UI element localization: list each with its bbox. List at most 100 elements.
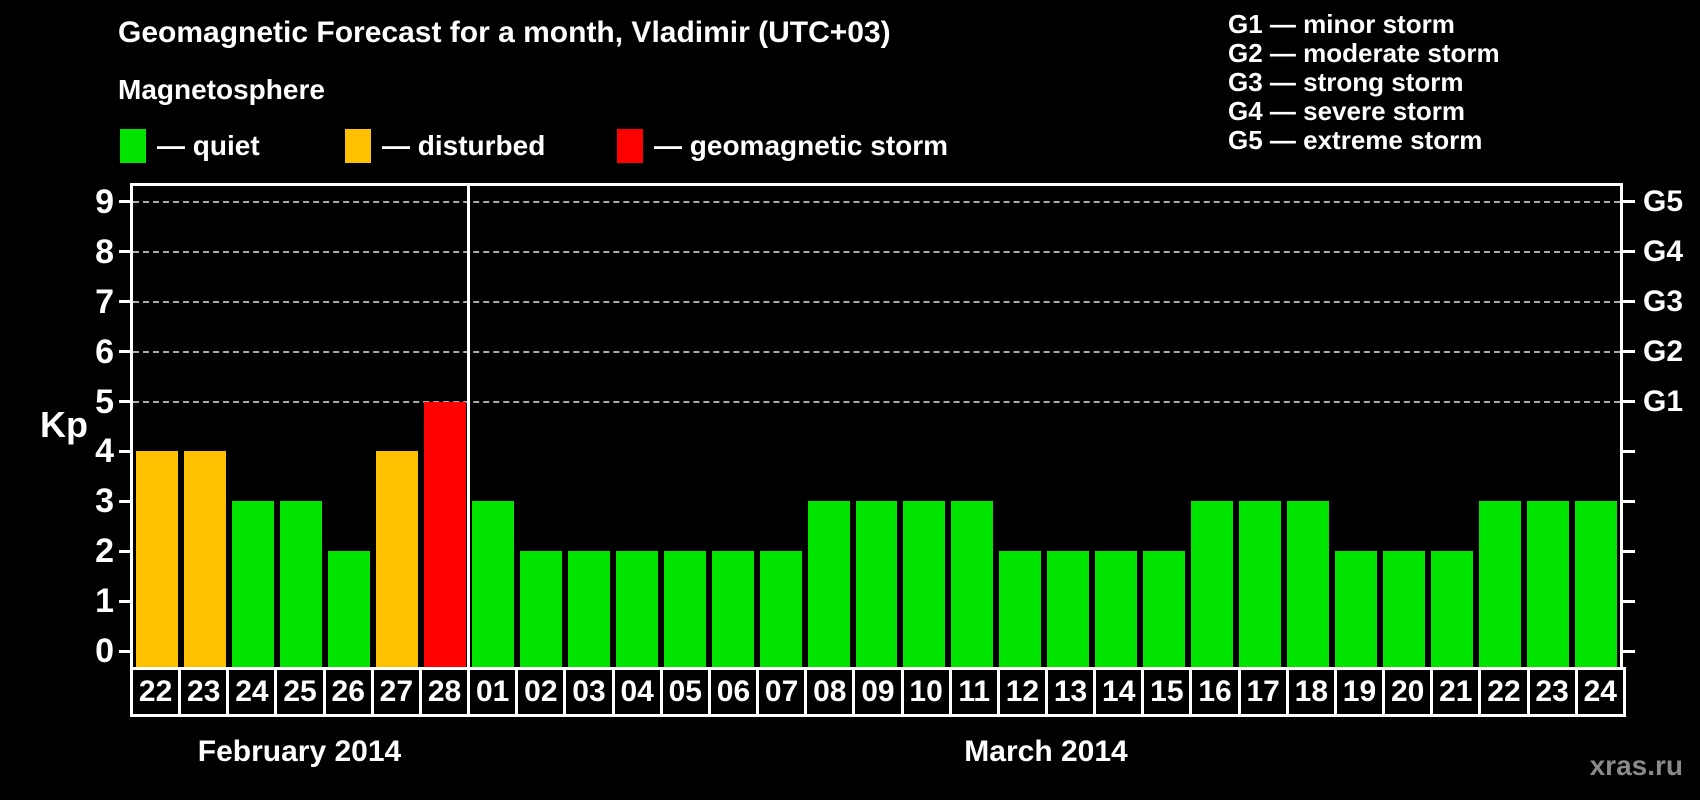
day-box-02: 02 xyxy=(518,670,567,714)
left-axis-tick-1 xyxy=(119,599,130,603)
day-box-10: 10 xyxy=(904,670,952,714)
kp-bar-26 xyxy=(327,551,370,667)
day-box-04: 04 xyxy=(615,670,663,714)
day-box-07: 07 xyxy=(759,670,808,714)
day-box-25: 25 xyxy=(277,670,326,714)
left-axis-tick-2 xyxy=(119,549,130,553)
day-box-28: 28 xyxy=(422,670,471,714)
kp-bar-08 xyxy=(807,501,850,667)
kp-bar-22 xyxy=(1479,501,1522,667)
day-box-26: 26 xyxy=(326,670,374,714)
month-label-march: March 2014 xyxy=(964,735,1128,768)
day-box-16: 16 xyxy=(1192,670,1241,714)
left-axis-tick-7 xyxy=(119,300,130,304)
right-axis-tick-7 xyxy=(1623,300,1635,304)
right-axis-tick-3 xyxy=(1623,499,1635,503)
legend-item-storm: — geomagnetic storm xyxy=(617,126,948,166)
day-box-06: 06 xyxy=(711,670,760,714)
disturbed-color-swatch-icon xyxy=(345,129,371,163)
day-box-08: 08 xyxy=(807,670,856,714)
legend-label-quiet: — quiet xyxy=(157,130,260,161)
gridline-kp8 xyxy=(133,250,1620,253)
left-axis-tick-3 xyxy=(119,499,130,503)
month-separator-line xyxy=(467,186,471,667)
kp-bar-11 xyxy=(951,501,994,667)
legend-item-disturbed: — disturbed xyxy=(345,126,545,166)
right-axis-tick-9 xyxy=(1623,200,1635,204)
right-axis-tick-4 xyxy=(1623,449,1635,453)
kp-bar-25 xyxy=(279,501,322,667)
right-axis-tick-2 xyxy=(1623,549,1635,553)
g-scale-legend: G1 — minor storm G2 — moderate storm G3 … xyxy=(1228,10,1500,155)
kp-bar-21 xyxy=(1431,551,1474,667)
left-axis-label-9: 9 xyxy=(95,182,114,221)
g-scale-legend-line: G1 — minor storm xyxy=(1228,9,1455,39)
kp-bar-05 xyxy=(663,551,706,667)
kp-bar-24 xyxy=(1575,501,1617,667)
kp-bar-14 xyxy=(1095,551,1138,667)
kp-bar-15 xyxy=(1143,551,1186,667)
left-axis-label-3: 3 xyxy=(95,482,114,521)
kp-bar-04 xyxy=(615,551,658,667)
kp-bar-22 xyxy=(136,451,178,667)
kp-bar-28 xyxy=(423,401,466,667)
kp-bar-20 xyxy=(1383,551,1426,667)
day-box-23: 23 xyxy=(1530,670,1578,714)
kp-bar-01 xyxy=(471,501,514,667)
day-box-22: 22 xyxy=(133,670,182,714)
kp-bar-06 xyxy=(711,551,754,667)
left-axis-tick-0 xyxy=(119,649,130,653)
kp-bar-13 xyxy=(1047,551,1090,667)
day-box-12: 12 xyxy=(1000,670,1048,714)
kp-bar-16 xyxy=(1191,501,1234,667)
plot-area xyxy=(130,183,1623,667)
day-box-09: 09 xyxy=(855,670,904,714)
kp-bar-19 xyxy=(1335,551,1378,667)
kp-bar-18 xyxy=(1287,501,1330,667)
kp-bar-12 xyxy=(999,551,1042,667)
left-axis-label-7: 7 xyxy=(95,282,114,321)
kp-bar-02 xyxy=(519,551,562,667)
kp-bar-10 xyxy=(903,501,946,667)
left-axis-tick-8 xyxy=(119,250,130,254)
day-box-13: 13 xyxy=(1048,670,1097,714)
quiet-color-swatch-icon xyxy=(120,129,146,163)
left-axis-label-8: 8 xyxy=(95,232,114,271)
gridline-kp7 xyxy=(133,300,1620,303)
month-label-february: February 2014 xyxy=(197,735,402,768)
kp-bar-17 xyxy=(1239,501,1282,667)
left-axis-label-1: 1 xyxy=(95,582,114,621)
right-axis-label-G3: G3 xyxy=(1643,284,1684,318)
gridline-kp5 xyxy=(133,400,1620,403)
day-box-23: 23 xyxy=(181,670,230,714)
right-axis-tick-5 xyxy=(1623,400,1635,403)
g-scale-legend-line: G5 — extreme storm xyxy=(1228,125,1483,155)
day-box-14: 14 xyxy=(1096,670,1145,714)
left-axis-tick-4 xyxy=(119,449,130,453)
day-box-05: 05 xyxy=(663,670,711,714)
g-scale-legend-line: G4 — severe storm xyxy=(1228,96,1466,126)
left-axis-tick-6 xyxy=(119,350,130,354)
left-axis-label-4: 4 xyxy=(95,432,114,471)
kp-bar-07 xyxy=(759,551,802,667)
day-box-15: 15 xyxy=(1144,670,1193,714)
legend-label-storm: — geomagnetic storm xyxy=(654,130,949,161)
legend-label-disturbed: — disturbed xyxy=(382,130,546,161)
left-axis-label-5: 5 xyxy=(95,382,114,421)
right-axis-label-G1: G1 xyxy=(1643,384,1684,418)
chart-title: Geomagnetic Forecast for a month, Vladim… xyxy=(118,16,891,49)
right-axis-tick-0 xyxy=(1623,649,1635,653)
day-box-19: 19 xyxy=(1337,670,1386,714)
day-box-17: 17 xyxy=(1241,670,1289,714)
kp-bar-09 xyxy=(855,501,898,667)
right-axis-tick-1 xyxy=(1623,599,1635,603)
g-scale-legend-line: G2 — moderate storm xyxy=(1228,38,1500,68)
day-box-03: 03 xyxy=(566,670,615,714)
left-axis-tick-5 xyxy=(119,400,130,403)
day-box-24: 24 xyxy=(229,670,278,714)
right-axis-tick-6 xyxy=(1623,350,1635,354)
right-axis-label-G2: G2 xyxy=(1643,334,1684,368)
kp-bar-24 xyxy=(231,501,274,667)
kp-bar-23 xyxy=(183,451,226,667)
